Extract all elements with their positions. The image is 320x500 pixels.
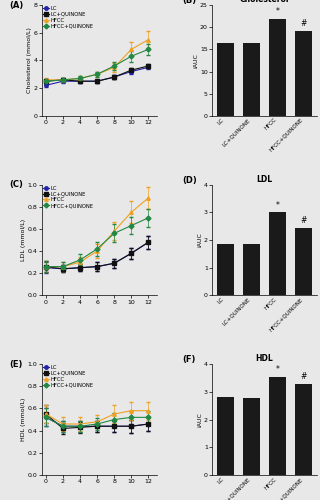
- Bar: [217, 244, 234, 296]
- Y-axis label: HDL (mmol/L): HDL (mmol/L): [21, 398, 26, 442]
- Bar: [295, 228, 312, 296]
- Y-axis label: LDL (mmol/L): LDL (mmol/L): [21, 219, 26, 261]
- Y-axis label: Cholesterol (mmol/L): Cholesterol (mmol/L): [27, 28, 32, 94]
- Text: (D): (D): [183, 176, 197, 184]
- Text: (B): (B): [183, 0, 197, 5]
- Text: *: *: [276, 7, 279, 16]
- Y-axis label: iAUC: iAUC: [197, 412, 203, 427]
- Text: (C): (C): [9, 180, 23, 189]
- Text: #: #: [300, 19, 307, 28]
- Legend: LC, LC+QUINONE, HFCC, HFCC+QUINONE: LC, LC+QUINONE, HFCC, HFCC+QUINONE: [43, 6, 93, 28]
- Text: *: *: [276, 200, 279, 209]
- Text: #: #: [300, 216, 307, 225]
- Title: Cholesterol: Cholesterol: [240, 0, 289, 4]
- Legend: LC, LC+QUINONE, HFCC, HFCC+QUINONE: LC, LC+QUINONE, HFCC, HFCC+QUINONE: [43, 186, 93, 208]
- Bar: [269, 212, 286, 296]
- Title: LDL: LDL: [256, 175, 272, 184]
- Text: (F): (F): [183, 356, 196, 364]
- Legend: LC, LC+QUINONE, HFCC, HFCC+QUINONE: LC, LC+QUINONE, HFCC, HFCC+QUINONE: [43, 365, 93, 388]
- Bar: [243, 398, 260, 475]
- Text: #: #: [300, 372, 307, 382]
- Bar: [217, 42, 234, 116]
- Text: (A): (A): [9, 0, 24, 10]
- Bar: [243, 244, 260, 296]
- Title: HDL: HDL: [255, 354, 273, 364]
- Text: *: *: [276, 365, 279, 374]
- Text: (E): (E): [9, 360, 23, 368]
- Bar: [295, 30, 312, 116]
- Bar: [269, 19, 286, 116]
- Bar: [269, 376, 286, 475]
- Y-axis label: iAUC: iAUC: [197, 232, 203, 248]
- Bar: [217, 397, 234, 475]
- Y-axis label: iAUC: iAUC: [194, 53, 198, 68]
- Bar: [295, 384, 312, 475]
- Bar: [243, 42, 260, 116]
